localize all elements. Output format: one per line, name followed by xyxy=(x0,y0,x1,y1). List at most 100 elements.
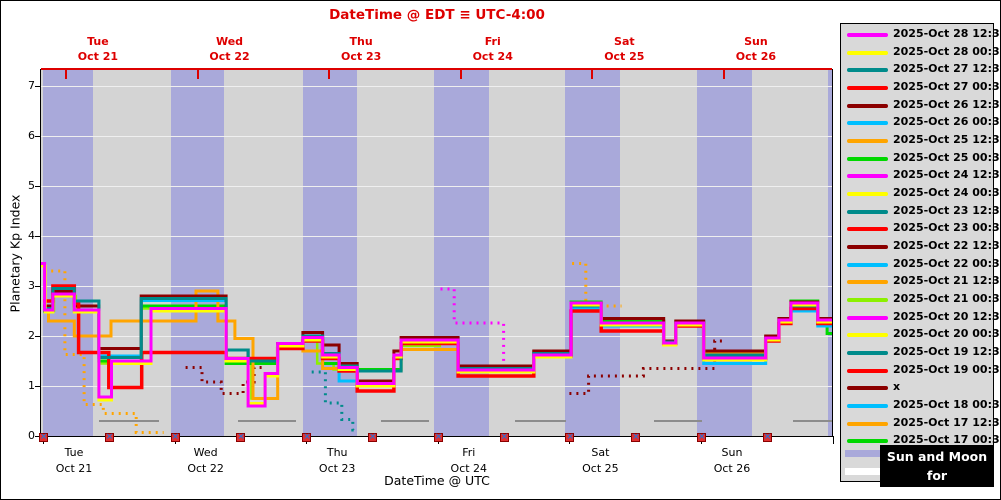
top-axis-tick xyxy=(591,70,594,79)
top-label-weekday: Thu xyxy=(349,35,373,48)
y-tick xyxy=(35,186,41,187)
legend-line-swatch xyxy=(847,368,888,373)
legend-line-swatch xyxy=(847,351,888,356)
gridline-kp-1 xyxy=(41,386,832,387)
top-axis-tick xyxy=(459,70,462,79)
legend-line-swatch xyxy=(847,174,888,179)
gridline-kp-4 xyxy=(41,236,832,237)
forecast-line-2025-oct-17-12-30 xyxy=(572,262,622,308)
legend-item-label: 2025-Oct 27 00:34 xyxy=(893,80,1001,93)
legend-item-label: 2025-Oct 28 00:30 xyxy=(893,44,1001,58)
top-label-date: Oct 23 xyxy=(340,50,382,63)
y-axis-title: Planetary Kp Index xyxy=(7,194,23,313)
axis-marker-x: × xyxy=(433,432,443,442)
y-tick xyxy=(35,436,41,437)
gridline-kp-5 xyxy=(41,186,832,187)
bottom-axis-label-fri: Fri Oct 24 xyxy=(424,445,514,477)
legend-line-swatch xyxy=(847,333,888,338)
gridline-kp-3 xyxy=(41,286,832,287)
forecast-lines xyxy=(41,262,832,434)
night-band xyxy=(697,69,752,436)
legend-item: x xyxy=(841,379,993,396)
forecast-line-2025-oct-26-12-32 xyxy=(43,289,832,383)
plot-area xyxy=(41,69,833,436)
legend-item-label: 2025-Oct 17 12:30 xyxy=(893,415,1001,429)
bottom-label-date: Oct 24 xyxy=(450,462,488,475)
top-axis-label-sun: Sun Oct 26 xyxy=(716,34,796,64)
legend-item-label: 2025-Oct 20 00:30 xyxy=(893,327,1001,341)
legend-item: 2025-Oct 17 00:30 xyxy=(841,432,1000,449)
axis-marker-x: × xyxy=(236,432,246,442)
legend-item-label: 2025-Oct 19 00:30 xyxy=(893,362,1001,376)
bottom-label-weekday: Sun xyxy=(721,446,743,459)
legend-item-label: 2025-Oct 23 12:32 xyxy=(893,203,1001,217)
legend-item: 2025-Oct 24 12:32 xyxy=(841,167,1000,184)
bottom-axis-label-wed: Wed Oct 22 xyxy=(161,445,251,477)
top-edt-axis-line xyxy=(41,68,832,70)
legend-line-swatch xyxy=(847,315,888,320)
legend-item: 2025-Oct 20 12:30 xyxy=(841,309,1000,326)
bottom-label-date: Oct 22 xyxy=(187,462,224,475)
axis-marker-x: × xyxy=(499,432,509,442)
legend-item-label: 2025-Oct 23 00:34 xyxy=(893,221,1001,235)
top-axis-label-thu: Thu Oct 23 xyxy=(321,34,401,64)
sun-moon-tooltip: Sun and Moon for 44N 71W xyxy=(880,445,994,499)
night-band xyxy=(43,69,93,436)
y-tick xyxy=(35,336,41,337)
legend-item-label: 2025-Oct 22 12:30 xyxy=(893,239,1001,253)
bottom-axis-label-tue: Tue Oct 21 xyxy=(29,445,119,477)
top-axis-label-wed: Wed Oct 22 xyxy=(190,34,270,64)
top-label-weekday: Tue xyxy=(87,35,109,48)
top-axis-label-tue: Tue Oct 21 xyxy=(58,34,138,64)
legend-item: 2025-Oct 25 12:32 xyxy=(841,132,1000,149)
legend-line-swatch xyxy=(847,33,888,37)
top-axis-tick xyxy=(328,70,331,79)
forecast-line-2025-oct-28-12-30 xyxy=(41,262,832,408)
legend-item-label: 2025-Oct 20 12:30 xyxy=(893,309,1001,323)
top-axis-tick xyxy=(722,70,725,79)
axis-marker-x: × xyxy=(170,432,180,442)
legend-line-swatch xyxy=(847,121,888,126)
bottom-label-weekday: Thu xyxy=(326,446,348,459)
bottom-label-date: Oct 25 xyxy=(582,462,619,475)
sun-moon-tooltip-line1: Sun and Moon for xyxy=(886,449,988,483)
legend-line-swatch xyxy=(847,280,888,285)
legend-line-swatch xyxy=(847,103,888,108)
top-label-date: Oct 24 xyxy=(472,50,513,63)
forecast-line-2025-oct-21-12-30 xyxy=(51,269,164,434)
legend-item: 2025-Oct 22 00:30 xyxy=(841,256,1000,273)
forecast-line-x xyxy=(569,339,723,395)
legend-item: 2025-Oct 18 00:30 xyxy=(841,397,1000,414)
axis-marker-x: × xyxy=(302,432,312,442)
legend-line-swatch xyxy=(847,139,888,144)
y-tick-label-6: 6 xyxy=(28,129,35,142)
legend-night-swatch xyxy=(845,450,881,457)
y-tick-label-4: 4 xyxy=(28,229,35,242)
night-band xyxy=(302,69,358,436)
top-axis-tick xyxy=(64,70,67,79)
night-band xyxy=(170,69,224,436)
y-tick-label-2: 2 xyxy=(28,329,35,342)
top-label-weekday: Fri xyxy=(484,35,501,48)
y-tick xyxy=(35,286,41,287)
bottom-label-weekday: Tue xyxy=(64,446,84,459)
legend-line-swatch xyxy=(847,50,888,55)
legend-item: 2025-Oct 17 12:30 xyxy=(841,415,1000,432)
legend-line-swatch xyxy=(847,404,888,409)
right-axis-line xyxy=(832,69,833,437)
forecast-line-2025-oct-28-00-30 xyxy=(41,264,832,405)
top-label-date: Oct 22 xyxy=(209,50,250,63)
bottom-label-weekday: Sat xyxy=(591,446,610,459)
legend-item-label: 2025-Oct 19 12:30 xyxy=(893,345,1001,359)
y-tick-label-3: 3 xyxy=(28,279,35,292)
legend-item-label: 2025-Oct 24 00:34 xyxy=(893,186,1001,200)
legend-item: 2025-Oct 20 00:30 xyxy=(841,326,1000,343)
moon-up-bar xyxy=(380,420,430,422)
legend-box: 2025-Oct 28 12:30 2025-Oct 28 00:30 2025-O… xyxy=(840,23,1000,482)
axis-marker-x: × xyxy=(762,432,772,442)
legend-line-swatch xyxy=(847,262,888,267)
legend-item-label: 2025-Oct 26 00:34 xyxy=(893,115,1001,129)
legend-item: 2025-Oct 21 00:30 xyxy=(841,291,1000,308)
y-tick-label-5: 5 xyxy=(28,179,35,192)
bottom-day-tick xyxy=(832,437,834,444)
